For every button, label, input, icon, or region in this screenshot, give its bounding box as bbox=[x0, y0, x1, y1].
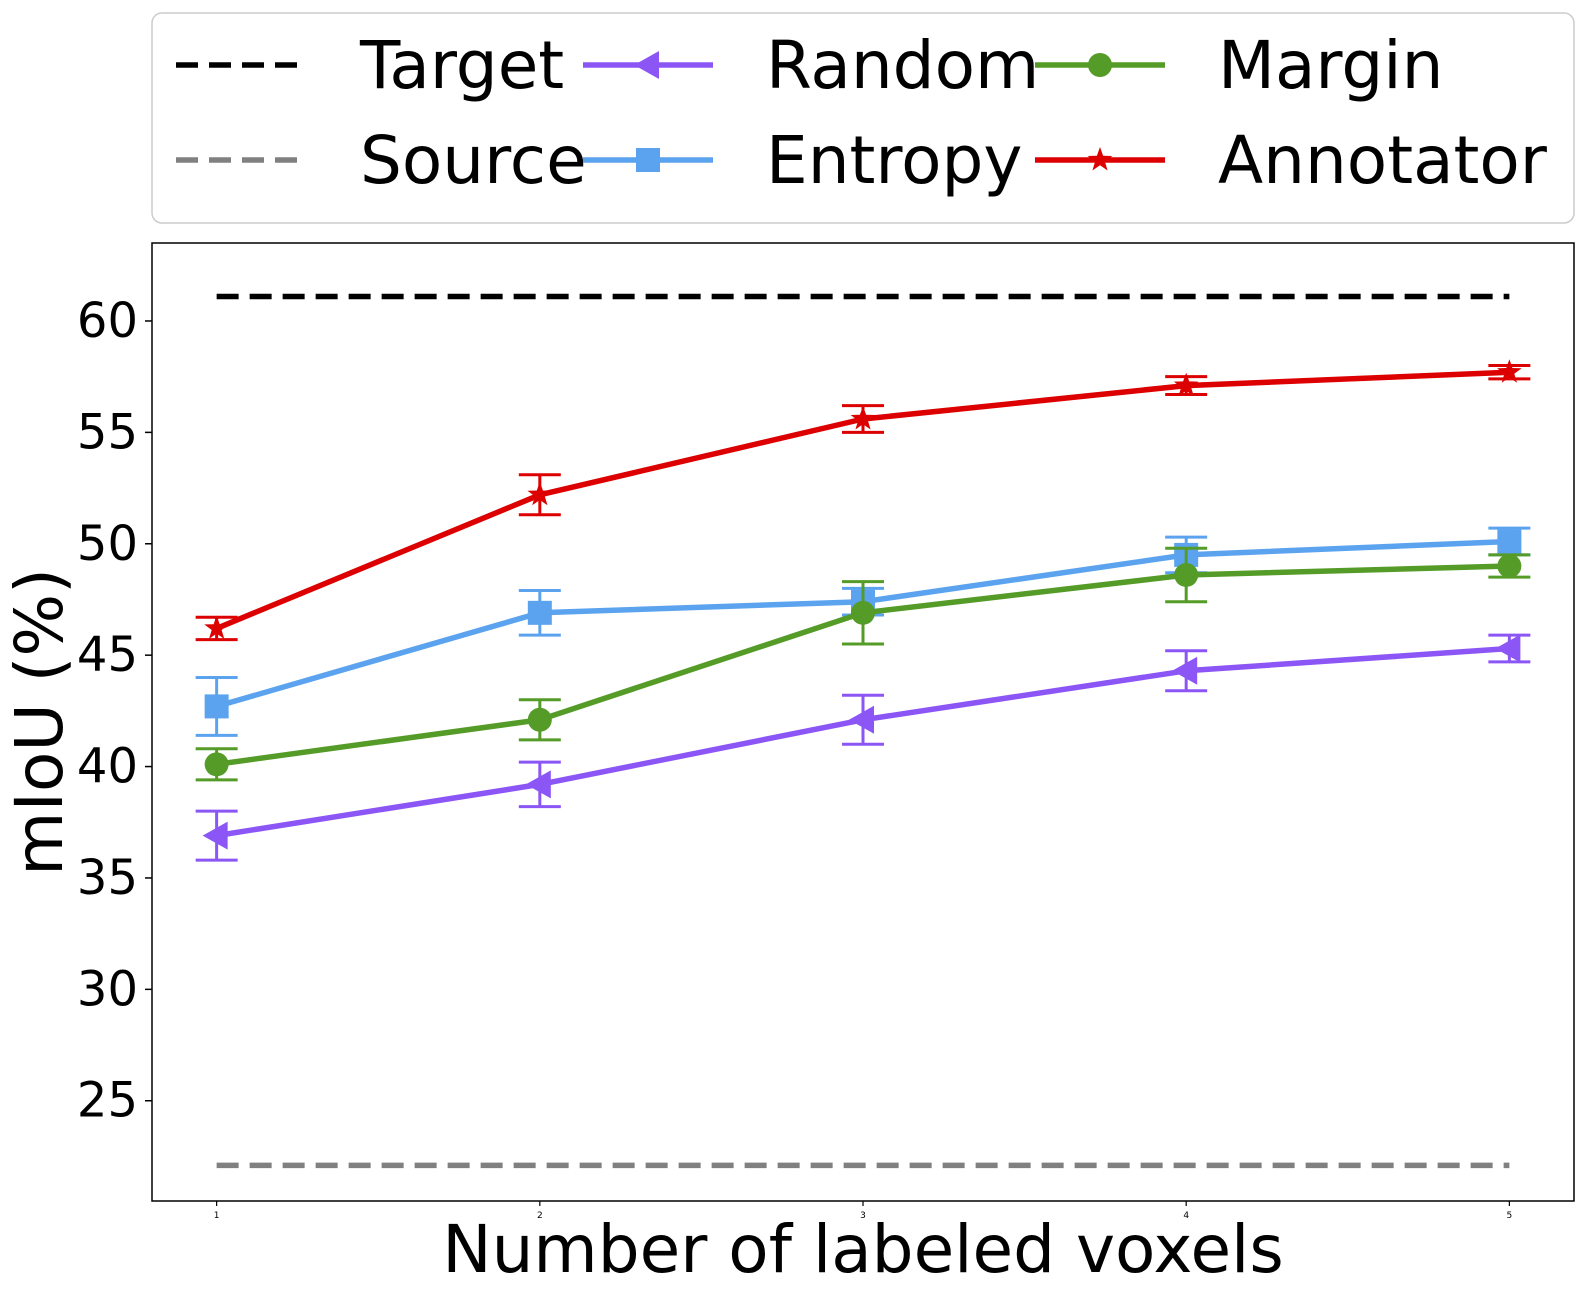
y-axis-label: mIoU (%) bbox=[1, 568, 78, 876]
data-point bbox=[202, 821, 228, 850]
data-point bbox=[1497, 554, 1522, 579]
legend-label: Annotator bbox=[1218, 122, 1548, 199]
data-point bbox=[849, 705, 874, 734]
series-annotator bbox=[195, 359, 1531, 642]
data-point bbox=[1497, 359, 1522, 383]
y-tick-label: 30 bbox=[77, 961, 138, 1017]
data-point bbox=[204, 694, 229, 719]
legend-box bbox=[151, 12, 1575, 224]
data-point bbox=[1173, 372, 1199, 397]
y-tick-label: 35 bbox=[77, 850, 138, 906]
legend-item-margin: Margin bbox=[1035, 27, 1443, 104]
legend-marker bbox=[1088, 53, 1112, 77]
data-point bbox=[527, 481, 553, 506]
y-tick-label: 55 bbox=[77, 404, 138, 460]
data-point bbox=[850, 406, 876, 430]
legend-label: Entropy bbox=[766, 122, 1022, 199]
x-tick-label: 2 bbox=[537, 1211, 543, 1221]
y-tick-label: 25 bbox=[77, 1073, 138, 1129]
y-tick-label: 40 bbox=[77, 739, 138, 795]
x-tick-label: 1 bbox=[214, 1211, 220, 1221]
legend-label: Source bbox=[360, 122, 587, 199]
legend-marker bbox=[636, 148, 660, 172]
series-margin bbox=[195, 546, 1531, 782]
legend-item-entropy: Entropy bbox=[583, 122, 1022, 199]
x-axis: 1 2 3 4 5 bbox=[214, 1201, 1512, 1221]
data-point bbox=[527, 600, 552, 625]
data-point bbox=[525, 770, 551, 799]
reference-lines bbox=[216, 293, 1510, 1169]
data-point bbox=[851, 600, 875, 625]
x-axis-label: Number of labeled voxels bbox=[442, 1211, 1284, 1288]
legend-item-target: Target bbox=[176, 27, 564, 104]
legend-label: Random bbox=[766, 27, 1039, 104]
data-point bbox=[1174, 562, 1199, 587]
legend-item-annotator: Annotator bbox=[1035, 122, 1548, 199]
legend-item-random: Random bbox=[583, 27, 1039, 104]
legend: Target Source Random Entropy Margin Annotator bbox=[176, 27, 1548, 199]
legend-item-source: Source bbox=[176, 122, 587, 199]
x-tick-label: 3 bbox=[860, 1211, 866, 1221]
series-group bbox=[195, 359, 1531, 862]
x-tick-label: 4 bbox=[1183, 1211, 1189, 1221]
legend-label: Target bbox=[359, 27, 564, 104]
y-tick-label: 60 bbox=[77, 293, 138, 349]
data-point bbox=[527, 707, 552, 732]
legend-marker bbox=[634, 51, 659, 79]
legend-label: Margin bbox=[1218, 27, 1443, 104]
data-point bbox=[1172, 656, 1198, 685]
data-point bbox=[204, 752, 229, 777]
data-point bbox=[1497, 529, 1522, 554]
x-tick-label: 5 bbox=[1506, 1211, 1512, 1221]
y-tick-label: 50 bbox=[77, 516, 138, 572]
legend-marker bbox=[1087, 147, 1113, 171]
data-point bbox=[204, 615, 229, 639]
data-point bbox=[1495, 634, 1521, 663]
y-axis: 25 30 35 40 45 50 55 60 bbox=[77, 293, 152, 1129]
series-random bbox=[195, 633, 1531, 862]
y-tick-label: 45 bbox=[77, 627, 138, 683]
